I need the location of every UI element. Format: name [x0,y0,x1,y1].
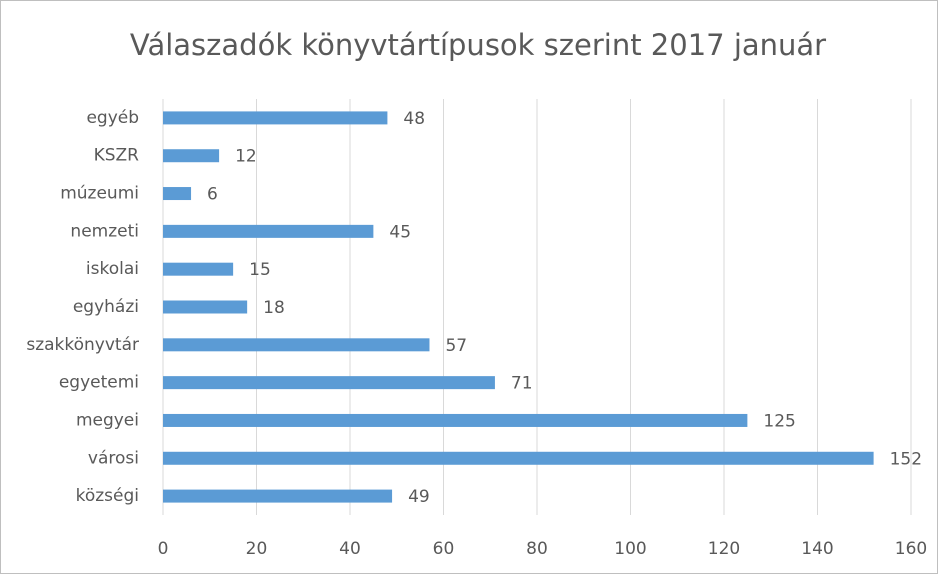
data-label: 152 [890,449,922,469]
data-label: 6 [207,185,218,205]
data-label: 48 [403,109,425,129]
x-tick-label: 100 [614,539,646,559]
y-tick-label: községi [76,486,139,506]
y-tick-label: nemzeti [70,221,139,241]
x-tick-label: 160 [895,539,927,559]
x-tick-label: 0 [158,539,169,559]
data-label: 125 [763,411,795,431]
data-label: 49 [408,487,430,507]
y-tick-label: egyházi [73,297,139,317]
bar [163,489,393,503]
y-tick-label: városi [88,448,139,468]
data-label: 15 [249,260,271,280]
bar [163,187,192,201]
bar [163,111,388,125]
y-tick-label: egyetemi [59,373,139,393]
x-tick-label: 80 [526,539,548,559]
x-tick-label: 20 [246,539,268,559]
bar [163,451,874,465]
chart-title: Válaszadók könyvtártípusok szerint 2017 … [130,28,826,62]
bar [163,300,248,314]
y-tick-label: KSZR [94,146,140,166]
x-tick-label: 120 [708,539,740,559]
bar [163,413,748,427]
data-label: 45 [389,222,411,242]
data-label: 57 [445,336,467,356]
data-label: 18 [263,298,285,318]
x-tick-label: 60 [433,539,455,559]
bar [163,224,374,238]
x-tick-label: 140 [801,539,833,559]
y-tick-label: egyéb [86,108,139,128]
y-tick-label: megyei [76,410,139,430]
data-label: 71 [511,374,533,394]
y-tick-label: iskolai [86,259,139,279]
data-label: 12 [235,147,257,167]
x-tick-label: 40 [339,539,361,559]
bar [163,376,495,390]
y-tick-label: múzeumi [60,184,139,204]
bar [163,262,234,276]
y-tick-label: szakkönyvtár [26,335,139,355]
bar [163,338,430,352]
bar [163,149,220,163]
